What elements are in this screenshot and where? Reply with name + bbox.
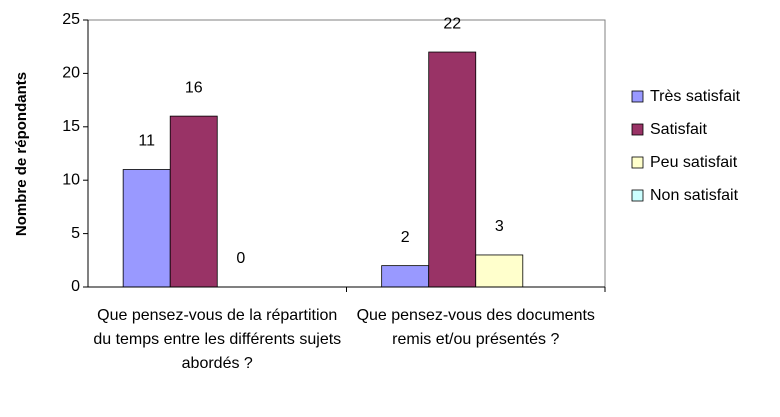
y-tick-label: 25 xyxy=(62,11,80,28)
y-tick-label: 10 xyxy=(62,171,80,188)
legend-swatch xyxy=(631,123,644,136)
legend-label: Très satisfait xyxy=(650,88,741,105)
bar xyxy=(381,265,430,288)
x-tick-label: Que pensez-vous des documents remis et/o… xyxy=(356,307,595,348)
legend-swatch xyxy=(631,189,644,202)
legend-swatch xyxy=(631,156,644,169)
bar xyxy=(169,115,218,288)
legend-label: Satisfait xyxy=(650,121,707,138)
data-label: 16 xyxy=(185,79,203,96)
data-label: 22 xyxy=(443,15,461,32)
y-tick-label: 20 xyxy=(62,65,80,82)
data-label: 0 xyxy=(236,250,245,267)
bar xyxy=(122,169,171,288)
data-label: 2 xyxy=(401,229,410,246)
y-tick-label: 5 xyxy=(71,225,80,242)
bar xyxy=(428,51,477,288)
legend-swatch xyxy=(631,90,644,103)
legend-label: Non satisfait xyxy=(650,187,739,204)
y-axis-label: Nombre de répondants xyxy=(13,72,30,236)
y-tick-label: 15 xyxy=(62,118,80,135)
bar xyxy=(475,254,524,288)
data-label: 3 xyxy=(495,218,504,235)
x-tick-label: Que pensez-vous de la répartition du tem… xyxy=(93,307,342,372)
data-label: 11 xyxy=(138,133,155,150)
legend-label: Peu satisfait xyxy=(650,154,738,171)
y-tick-label: 0 xyxy=(71,278,80,295)
